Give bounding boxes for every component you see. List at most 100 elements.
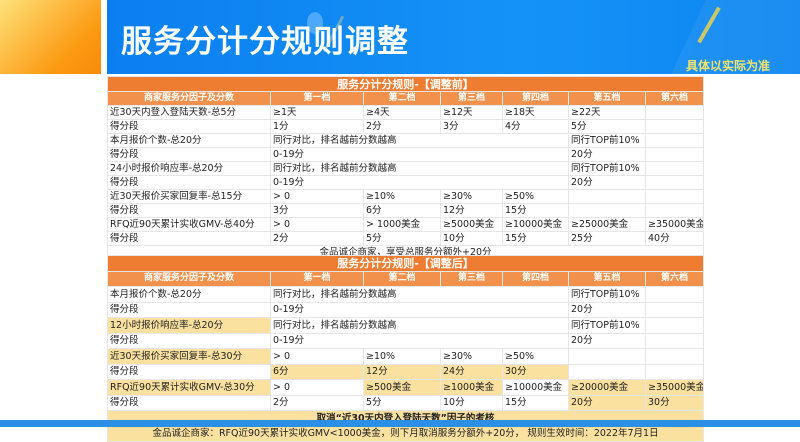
tier-cell: ≥20000美金 (568, 379, 646, 396)
tier-cell: 0-19分 (270, 301, 569, 318)
tier-cell: 20分 (568, 175, 646, 190)
tier-cell: 2分 (270, 231, 364, 246)
tier-cell: ≥1000美金 (440, 379, 503, 396)
tier-cell: 40分 (644, 231, 705, 246)
table-row: 得分段 0-19分 20分 (107, 301, 705, 318)
table-row: RFQ近90天累计实收GMV-总40分 > 0 > 1000美金 ≥5000美金 ≥10… (107, 217, 705, 232)
table-row: 24小时报价响应率-总20分 同行对比，排名越前分数越高 同行TOP前10% (107, 161, 705, 176)
table-row: 得分段 0-19分 20分 (107, 175, 705, 190)
tier-cell (644, 119, 705, 134)
title-banner: 服务分计分规则调整 具体以实际为准 (107, 0, 800, 74)
footer-row: 金品诚企商家：RFQ近90天累计实收GMV<1000美金，则下月取消服务分额外+… (106, 425, 705, 442)
tier-cell (644, 105, 705, 120)
tier-cell: 20分 (568, 332, 646, 349)
tier-cell: ≥5000美金 (440, 217, 503, 232)
tier-cell: ≥22天 (568, 105, 646, 120)
tier-cell: ≥50% (502, 348, 569, 365)
tier-cell: 0-19分 (270, 332, 569, 349)
table-row: 得分段 2分 5分 10分 15分 25分 40分 (107, 231, 705, 246)
column-header: 第五档 (568, 270, 646, 287)
section-title-before: 服务分计分规则-【调整前】 (106, 76, 705, 92)
table-row: 得分段 3分 6分 12分 15分 (107, 203, 705, 218)
rules-table-after: 服务分计分规则-【调整后】 商家服务分因子及分数 第一档 第二档 第三档 第四档 第五档第… (106, 255, 705, 442)
column-header: 第三档 (440, 270, 503, 287)
tier-cell (644, 203, 705, 218)
tier-cell: 30分 (502, 363, 569, 380)
tier-cell: 3分 (270, 203, 364, 218)
column-header: 第四档 (502, 91, 569, 106)
column-header: 第二档 (363, 91, 441, 106)
tier-cell: 5分 (363, 231, 441, 246)
tier-cell: ≥500美金 (363, 379, 441, 396)
tier-cell: ≥12天 (440, 105, 503, 120)
footer-note-rule: 金品诚企商家：RFQ近90天累计实收GMV<1000美金，则下月取消服务分额外+… (106, 425, 705, 442)
column-header: 商家服务分因子及分数 (107, 270, 271, 287)
tier-cell: ≥35000美金 (644, 379, 705, 396)
row-label: 得分段 (107, 147, 271, 162)
tier-cell: 同行对比，排名越前分数越高 (270, 161, 569, 176)
table-row: 得分段 0-19分 20分 (107, 147, 705, 162)
tier-cell: ≥25000美金 (568, 217, 646, 232)
table-row: 近30天内登入登陆天数-总5分 ≥1天 ≥4天 ≥12天 ≥18天 ≥22天 (107, 105, 705, 120)
header-row: 商家服务分因子及分数 第一档 第二档 第三档 第四档 第五档 第六档 (107, 270, 705, 287)
table-row: 本月报价个数-总20分 同行对比，排名越前分数越高 同行TOP前10% (107, 133, 705, 148)
tier-cell (644, 147, 705, 162)
tier-cell (568, 363, 646, 380)
tier-cell: 30分 (644, 394, 705, 411)
tier-cell: 同行对比，排名越前分数越高 (270, 286, 569, 303)
tier-cell: 20分 (568, 147, 646, 162)
tier-cell (644, 301, 705, 318)
tier-cell: ≥30% (440, 348, 503, 365)
page-title: 服务分计分规则调整 (121, 24, 409, 60)
tier-cell (644, 161, 705, 176)
tier-cell: 同行TOP前10% (568, 286, 646, 303)
tier-cell (644, 348, 705, 365)
tier-cell: 20分 (568, 301, 646, 318)
row-label: 得分段 (107, 119, 271, 134)
column-header: 第二档 (363, 270, 441, 287)
row-label: 近30天报价买家回复率-总30分 (107, 348, 271, 365)
tier-cell: 同行对比，排名越前分数越高 (270, 317, 569, 334)
tier-cell: > 0 (270, 217, 364, 232)
tier-cell: ≥18天 (502, 105, 569, 120)
row-label: 得分段 (107, 231, 271, 246)
tier-cell: 同行对比，排名越前分数越高 (270, 133, 569, 148)
tier-cell (644, 363, 705, 380)
column-header: 第四档 (502, 270, 569, 287)
tier-cell: ≥1天 (270, 105, 364, 120)
row-label: 本月报价个数-总20分 (107, 133, 271, 148)
row-label: 得分段 (107, 332, 271, 349)
disclaimer-note: 具体以实际为准 (685, 59, 770, 73)
tier-cell: 15分 (502, 231, 569, 246)
decorative-orange-block (0, 0, 101, 74)
row-label: 近30天内登入登陆天数-总5分 (107, 105, 271, 120)
tier-cell (644, 332, 705, 349)
row-label: 得分段 (107, 301, 271, 318)
column-header: 第三档 (440, 91, 503, 106)
tier-cell: ≥10% (363, 189, 441, 204)
tier-cell: 12分 (363, 363, 441, 380)
tier-cell: > 0 (270, 379, 364, 396)
header-row: 商家服务分因子及分数 第一档 第二档 第三档 第四档 第五档 第六档 (107, 91, 705, 106)
table-row: 近30天报价买家回复率-总15分 > 0 ≥10% ≥30% ≥50% (107, 189, 705, 204)
tier-cell: 25分 (568, 231, 646, 246)
tier-cell: ≥50% (502, 189, 569, 204)
tier-cell (568, 348, 646, 365)
row-label: 24小时报价响应率-总20分 (107, 161, 271, 176)
table-row: 本月报价个数-总20分 同行对比，排名越前分数越高 同行TOP前10% (107, 286, 705, 303)
tier-cell (644, 133, 705, 148)
tier-cell: 10分 (440, 394, 503, 411)
tier-cell: 5分 (568, 119, 646, 134)
row-label: 得分段 (107, 175, 271, 190)
tier-cell: 2分 (363, 119, 441, 134)
tier-cell: 20分 (568, 394, 646, 411)
tier-cell: 12分 (440, 203, 503, 218)
tier-cell: ≥10000美金 (502, 217, 569, 232)
tier-cell: ≥10% (363, 348, 441, 365)
row-label: 得分段 (107, 203, 271, 218)
table-row: 近30天报价买家回复率-总30分 > 0 ≥10% ≥30% ≥50% (107, 348, 705, 365)
column-header: 第一档 (270, 270, 364, 287)
tier-cell: 5分 (363, 394, 441, 411)
tier-cell: 同行TOP前10% (568, 317, 646, 334)
table-row: 12小时报价响应率-总20分 同行对比，排名越前分数越高 同行TOP前10% (107, 317, 705, 334)
